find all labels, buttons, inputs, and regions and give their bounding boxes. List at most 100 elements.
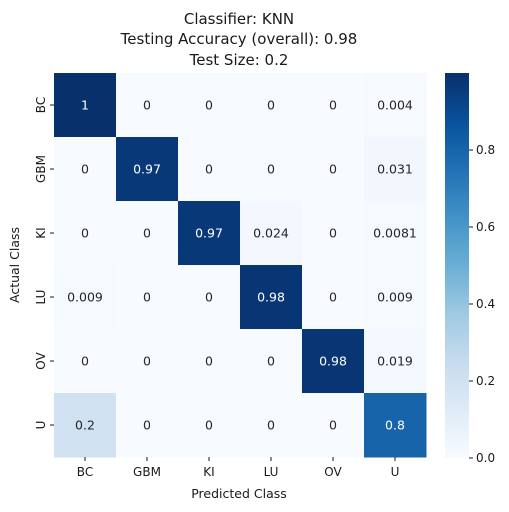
cell-value-label: 0 (329, 226, 337, 241)
heatmap-cell-KI-BC (54, 201, 117, 266)
heatmap-cell-LU-U (364, 265, 427, 330)
cell-value-label: 0 (267, 162, 275, 177)
cell-value-label: 0.0081 (373, 226, 417, 241)
colorbar-tick-label: 0.8 (476, 143, 495, 157)
heatmap-cell-U-GBM (116, 393, 179, 458)
y-axis-label: Actual Class (7, 227, 22, 303)
heatmap-cell-OV-LU (240, 329, 303, 394)
x-tick-label: LU (264, 465, 279, 479)
heatmap-cell-LU-LU (240, 265, 303, 330)
y-tick-label: KI (34, 227, 48, 238)
cell-value-label: 0 (143, 354, 151, 369)
y-tick-label: U (34, 421, 48, 430)
heatmap-cell-GBM-BC (54, 137, 117, 202)
cell-value-label: 0.8 (385, 418, 405, 433)
cell-value-label: 0 (329, 98, 337, 113)
cell-value-label: 0.97 (195, 226, 223, 241)
heatmap-cell-LU-OV (302, 265, 365, 330)
cell-value-label: 0 (143, 98, 151, 113)
heatmap-cell-GBM-LU (240, 137, 303, 202)
cell-value-label: 0.024 (253, 226, 289, 241)
colorbar: 0.0 0.2 0.4 0.6 0.8 (445, 73, 495, 465)
y-tick-label: BC (34, 97, 48, 113)
colorbar-ticks: 0.0 0.2 0.4 0.6 0.8 (469, 143, 495, 465)
heatmap-cell-LU-KI (178, 265, 241, 330)
chart-title: Classifier: KNN Testing Accuracy (overal… (120, 10, 358, 69)
heatmap-cell-BC-BC (54, 73, 117, 138)
cell-value-label: 0 (81, 226, 89, 241)
cell-value-label: 0 (205, 354, 213, 369)
heatmap-cell-KI-OV (302, 201, 365, 266)
cell-value-label: 0.009 (377, 290, 413, 305)
heatmap-cell-labels: 1 0 0 0 0 0.004 0 0.97 0 0 0 0.031 0 0 0.97 0.024 0 0.008… (67, 98, 417, 433)
x-tick-label: OV (324, 465, 342, 479)
y-tick-label: OV (34, 351, 48, 369)
heatmap-cell-KI-KI (178, 201, 241, 266)
heatmap-cell-U-U (364, 393, 427, 458)
cell-value-label: 0.009 (67, 290, 103, 305)
cell-value-label: 0.2 (75, 418, 95, 433)
heatmap-cell-OV-OV (302, 329, 365, 394)
colorbar-tick-label: 0.4 (476, 297, 495, 311)
cell-value-label: 0.004 (377, 98, 413, 113)
cell-value-label: 0 (205, 418, 213, 433)
heatmap-cell-U-LU (240, 393, 303, 458)
cell-value-label: 0.031 (377, 162, 413, 177)
cell-value-label: 0 (81, 354, 89, 369)
colorbar-tick-label: 0.2 (476, 374, 495, 388)
cell-value-label: 0.98 (319, 354, 347, 369)
cell-value-label: 0.019 (377, 354, 413, 369)
heatmap-cell-OV-GBM (116, 329, 179, 394)
cell-value-label: 0 (267, 354, 275, 369)
cell-value-label: 0 (205, 290, 213, 305)
cell-value-label: 0 (329, 290, 337, 305)
colorbar-gradient (445, 73, 469, 458)
cell-value-label: 0 (329, 162, 337, 177)
colorbar-tick-label: 0.0 (476, 451, 495, 465)
cell-value-label: 0 (329, 418, 337, 433)
heatmap-cell-OV-KI (178, 329, 241, 394)
cell-value-label: 0 (267, 98, 275, 113)
heatmap-cell-LU-BC (54, 265, 117, 330)
y-axis-ticks: BC GBM KI LU OV U (34, 97, 54, 430)
heatmap-cell-KI-LU (240, 201, 303, 266)
cell-value-label: 0 (143, 418, 151, 433)
x-tick-label: U (391, 465, 400, 479)
colorbar-tick-label: 0.6 (476, 220, 495, 234)
cell-value-label: 0 (205, 98, 213, 113)
y-tick-label: GBM (34, 155, 48, 183)
x-tick-label: KI (203, 465, 214, 479)
heatmap-cell-GBM-KI (178, 137, 241, 202)
cell-value-label: 0 (143, 290, 151, 305)
cell-value-label: 0 (143, 226, 151, 241)
heatmap-cell-KI-U (364, 201, 427, 266)
chart-title-line-2: Testing Accuracy (overall): 0.98 (120, 30, 358, 48)
x-tick-label: GBM (133, 465, 161, 479)
heatmap-cell-OV-U (364, 329, 427, 394)
x-tick-label: BC (77, 465, 93, 479)
y-tick-label: LU (34, 290, 48, 305)
x-axis-ticks: BC GBM KI LU OV U (77, 457, 400, 479)
heatmap-cell-BC-KI (178, 73, 241, 138)
heatmap-cell-BC-OV (302, 73, 365, 138)
heatmap-cells (54, 73, 427, 458)
heatmap-cell-U-KI (178, 393, 241, 458)
cell-value-label: 0 (205, 162, 213, 177)
heatmap-cell-LU-GBM (116, 265, 179, 330)
cell-value-label: 0 (267, 418, 275, 433)
heatmap-cell-U-BC (54, 393, 117, 458)
chart-title-line-3: Test Size: 0.2 (189, 51, 289, 69)
heatmap-cell-OV-BC (54, 329, 117, 394)
cell-value-label: 0 (81, 162, 89, 177)
x-axis-label: Predicted Class (191, 486, 287, 501)
heatmap-cell-U-OV (302, 393, 365, 458)
heatmap-cell-GBM-U (364, 137, 427, 202)
chart-title-line-1: Classifier: KNN (184, 10, 294, 28)
heatmap-cell-GBM-GBM (116, 137, 179, 202)
heatmap-cell-BC-GBM (116, 73, 179, 138)
cell-value-label: 0.97 (133, 162, 161, 177)
heatmap-cell-KI-GBM (116, 201, 179, 266)
cell-value-label: 1 (81, 98, 89, 113)
cell-value-label: 0.98 (257, 290, 285, 305)
